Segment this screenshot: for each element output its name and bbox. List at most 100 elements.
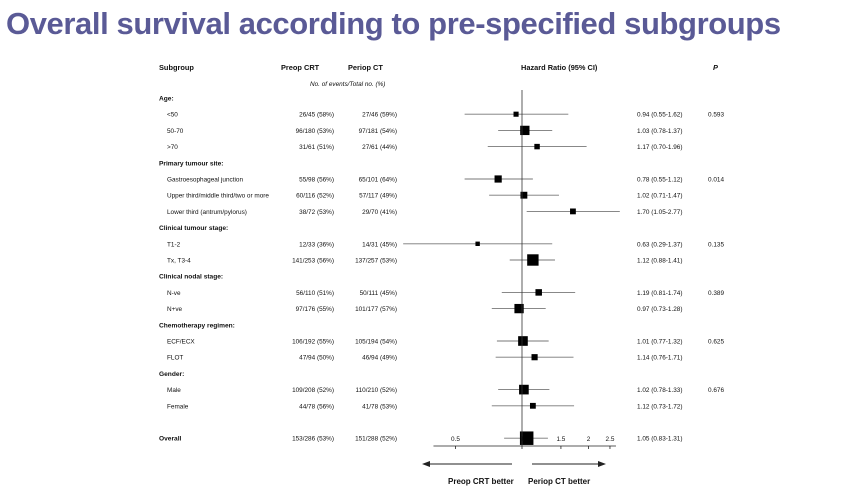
hazard-ratio-header: Hazard Ratio (95% CI): [521, 63, 598, 72]
hr-marker: [531, 354, 538, 361]
periop-events-value: 137/257 (53%): [355, 258, 397, 265]
preop-events-value: 47/94 (50%): [299, 355, 334, 362]
periop-events-value: 110/210 (52%): [356, 387, 397, 394]
subgroup-label: ECF/ECX: [167, 339, 195, 346]
hazard-ratio-text: 1.01 (0.77-1.32): [637, 339, 682, 346]
p-value: 0.676: [708, 387, 724, 394]
p-value: 0.014: [708, 177, 724, 184]
preop-events-value: 56/110 (51%): [296, 290, 334, 297]
subgroup-heading: Chemotherapy regimen:: [159, 322, 235, 329]
preop-events-value: 26/45 (58%): [299, 112, 334, 119]
subgroup-heading: Age:: [159, 96, 174, 103]
p-value-header: P: [713, 63, 718, 72]
left-arrow-head: [422, 461, 430, 467]
preop-events-value: 109/208 (52%): [292, 387, 334, 394]
subgroup-label: >70: [167, 144, 178, 151]
periop-events-value: 65/101 (64%): [359, 177, 397, 184]
periop-events-value: 151/288 (52%): [355, 436, 397, 443]
periop-events-value: 14/31 (45%): [362, 241, 397, 248]
subgroup-label: 50-70: [167, 128, 184, 135]
periop-events-value: 101/177 (57%): [355, 306, 397, 313]
subgroup-heading: Primary tumour site:: [159, 160, 224, 167]
periop-events-value: 41/78 (53%): [362, 403, 397, 410]
preop-events-value: 153/286 (53%): [292, 436, 334, 443]
periop-header: Periop CT: [348, 63, 383, 72]
hazard-ratio-text: 1.03 (0.78-1.37): [637, 128, 682, 135]
hr-marker: [535, 289, 542, 296]
subgroup-label: FLOT: [167, 355, 183, 362]
counts-subtitle: No. of events/Total no. (%): [310, 81, 385, 88]
periop-events-value: 50/111 (45%): [360, 290, 397, 297]
periop-events-value: 27/46 (59%): [362, 112, 397, 119]
preop-header: Preop CRT: [281, 63, 320, 72]
slide-title: Overall survival according to pre-specif…: [6, 6, 781, 41]
subgroup-heading: Clinical tumour stage:: [159, 225, 228, 232]
hr-marker: [494, 175, 502, 183]
p-value: 0.135: [708, 241, 724, 248]
hr-marker: [570, 208, 576, 215]
p-value: 0.389: [708, 290, 724, 297]
preop-events-value: 96/180 (53%): [296, 128, 334, 135]
periop-events-value: 29/70 (41%): [362, 209, 397, 216]
subgroup-label: Lower third (antrum/pylorus): [167, 209, 247, 216]
preop-events-value: 141/253 (56%): [292, 258, 334, 265]
preop-events-value: 31/61 (51%): [299, 144, 334, 151]
subgroup-heading: Gender:: [159, 371, 184, 378]
hazard-ratio-text: 1.14 (0.76-1.71): [637, 355, 682, 362]
periop-events-value: 105/194 (54%): [355, 339, 397, 346]
hr-marker: [519, 431, 534, 445]
hazard-ratio-text: 1.02 (0.78-1.33): [637, 387, 682, 394]
hr-marker: [513, 111, 519, 117]
subgroup-heading: Clinical nodal stage:: [159, 274, 223, 281]
subgroup-label: Female: [167, 403, 189, 410]
hr-marker: [534, 143, 540, 150]
subgroup-label: Upper third/middle third/two or more: [167, 193, 269, 200]
x-tick-label: 2.5: [606, 436, 615, 443]
hr-marker: [527, 254, 539, 266]
hazard-ratio-text: 1.17 (0.70-1.96): [637, 144, 682, 151]
x-tick-label: 2: [587, 436, 591, 443]
preop-events-value: 97/176 (55%): [296, 306, 334, 313]
hazard-ratio-text: 0.63 (0.29-1.37): [637, 241, 682, 248]
periop-events-value: 46/94 (49%): [362, 355, 397, 362]
subgroup-label: N+ve: [167, 306, 183, 313]
hazard-ratio-text: 1.05 (0.83-1.31): [637, 436, 682, 443]
subgroup-header: Subgroup: [159, 63, 194, 72]
hazard-ratio-text: 0.78 (0.55-1.12): [637, 177, 682, 184]
hazard-ratio-text: 1.70 (1.05-2.77): [637, 209, 682, 216]
preop-events-value: 44/78 (56%): [299, 403, 334, 410]
hr-marker: [520, 125, 530, 136]
subgroup-label: N-ve: [167, 290, 181, 297]
periop-events-value: 97/181 (54%): [359, 128, 397, 135]
p-value: 0.593: [708, 112, 724, 119]
subgroup-label: Male: [167, 387, 181, 394]
preop-events-value: 12/33 (36%): [299, 241, 334, 248]
hazard-ratio-text: 0.97 (0.73-1.28): [637, 306, 682, 313]
x-tick-label: 0.5: [451, 436, 460, 443]
preop-events-value: 55/98 (56%): [299, 177, 334, 184]
hazard-ratio-text: 0.94 (0.55-1.62): [637, 112, 682, 119]
x-tick-label: 1.5: [556, 436, 565, 443]
right-arrow-head: [598, 461, 606, 467]
hr-marker: [518, 336, 528, 346]
p-value: 0.625: [708, 339, 724, 346]
hazard-ratio-text: 1.02 (0.71-1.47): [637, 193, 682, 200]
hazard-ratio-text: 1.12 (0.88-1.41): [637, 258, 682, 265]
hr-marker: [529, 402, 536, 409]
preop-better-label: Preop CRT better: [448, 477, 514, 486]
subgroup-label: Gastroesophageal junction: [167, 177, 243, 184]
subgroup-label: T1-2: [167, 241, 181, 248]
hazard-ratio-text: 1.12 (0.73-1.72): [637, 403, 682, 410]
subgroup-label: <50: [167, 112, 178, 119]
hr-marker: [514, 303, 524, 314]
hr-marker: [475, 241, 480, 246]
periop-events-value: 27/61 (44%): [362, 144, 397, 151]
periop-events-value: 57/117 (49%): [359, 193, 397, 200]
hr-marker: [520, 191, 528, 199]
periop-better-label: Periop CT better: [528, 477, 590, 486]
overall-label: Overall: [159, 436, 182, 443]
hr-marker: [519, 384, 529, 395]
hazard-ratio-text: 1.19 (0.81-1.74): [637, 290, 682, 297]
subgroup-label: Tx, T3-4: [167, 258, 191, 265]
